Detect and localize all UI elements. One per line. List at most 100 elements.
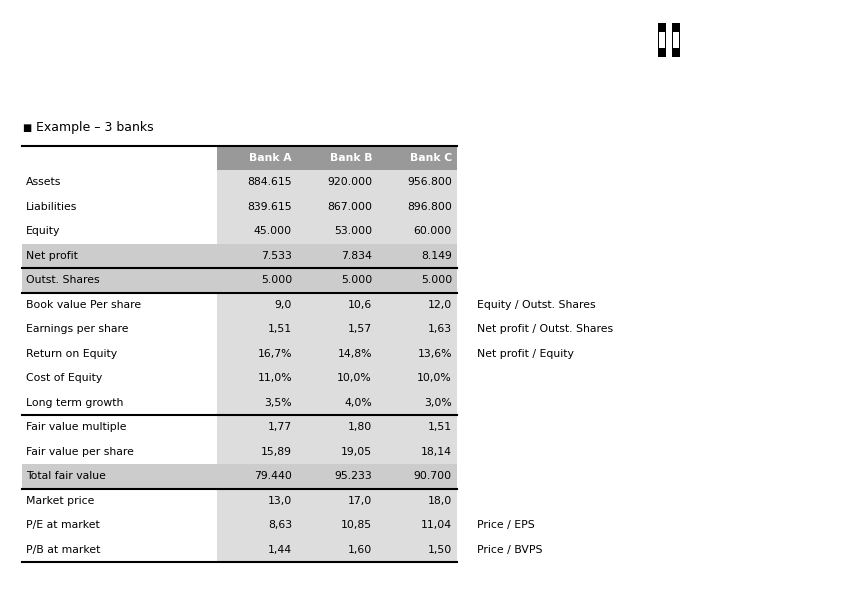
Text: KAUPPING: KAUPPING — [705, 33, 793, 48]
Text: Cost of Equity: Cost of Equity — [26, 373, 102, 383]
Bar — [22, 317, 457, 342]
Text: Fair value per share: Fair value per share — [26, 447, 134, 457]
Text: 45.000: 45.000 — [254, 226, 292, 236]
Text: 1,63: 1,63 — [428, 324, 452, 334]
Bar — [22, 170, 457, 194]
Text: 7.834: 7.834 — [341, 251, 372, 261]
Text: 5.000: 5.000 — [261, 275, 292, 285]
Text: 79.440: 79.440 — [254, 471, 292, 482]
Text: 1,51: 1,51 — [268, 324, 292, 334]
Text: 884.615: 884.615 — [248, 177, 292, 187]
Bar — [672, 23, 680, 57]
Text: 7.533: 7.533 — [261, 251, 292, 261]
Text: Price / BVPS: Price / BVPS — [477, 545, 542, 555]
Text: 3,0%: 3,0% — [424, 398, 452, 408]
Bar — [659, 32, 665, 48]
Bar — [22, 538, 457, 562]
Bar — [217, 342, 457, 366]
Text: 10,85: 10,85 — [341, 520, 372, 530]
Bar — [217, 194, 457, 219]
Bar — [22, 145, 217, 170]
Bar — [673, 32, 679, 48]
Bar — [22, 513, 457, 538]
Text: 11,04: 11,04 — [421, 520, 452, 530]
Text: 90.700: 90.700 — [414, 471, 452, 482]
Bar — [22, 390, 457, 415]
Text: Bank B: Bank B — [329, 153, 372, 163]
Text: P/B at market: P/B at market — [26, 545, 100, 555]
Text: Earnings per share: Earnings per share — [26, 324, 129, 334]
Text: Bank Valuation 15 April 2008: Bank Valuation 15 April 2008 — [580, 576, 711, 585]
Text: 867.000: 867.000 — [327, 202, 372, 212]
Text: 9,0: 9,0 — [274, 300, 292, 310]
Text: 11,0%: 11,0% — [258, 373, 292, 383]
Bar — [22, 342, 457, 366]
Text: 12: 12 — [800, 576, 814, 586]
Text: Total fair value: Total fair value — [26, 471, 106, 482]
Text: Market price: Market price — [26, 496, 94, 506]
Text: 10,0%: 10,0% — [418, 373, 452, 383]
Text: 896.800: 896.800 — [408, 202, 452, 212]
Text: 8.149: 8.149 — [421, 251, 452, 261]
Bar — [217, 293, 457, 317]
Bar — [217, 538, 457, 562]
Text: Equity / Outst. Shares: Equity / Outst. Shares — [477, 300, 595, 310]
Bar — [22, 415, 457, 439]
Bar — [217, 366, 457, 390]
Text: 1,77: 1,77 — [268, 423, 292, 432]
Text: 19,05: 19,05 — [341, 447, 372, 457]
Bar — [217, 439, 457, 464]
Text: 1,51: 1,51 — [428, 423, 452, 432]
Text: Book value Per share: Book value Per share — [26, 300, 141, 310]
Text: Net profit: Net profit — [26, 251, 77, 261]
Text: 13,0: 13,0 — [268, 496, 292, 506]
Text: ■: ■ — [22, 123, 31, 132]
Text: 53.000: 53.000 — [334, 226, 372, 236]
Bar — [22, 366, 457, 390]
Text: 956.800: 956.800 — [408, 177, 452, 187]
Bar — [217, 513, 457, 538]
Text: 13,6%: 13,6% — [418, 349, 452, 359]
Bar — [217, 489, 457, 513]
Text: Liabilities: Liabilities — [26, 202, 77, 212]
Text: 5.000: 5.000 — [341, 275, 372, 285]
Text: 60.000: 60.000 — [413, 226, 452, 236]
Text: 839.615: 839.615 — [248, 202, 292, 212]
Text: Net profit / Outst. Shares: Net profit / Outst. Shares — [477, 324, 613, 334]
Bar — [217, 415, 457, 439]
Text: 2008E: 2008E — [26, 153, 63, 163]
Text: 17,0: 17,0 — [348, 496, 372, 506]
Text: Return on Equity: Return on Equity — [26, 349, 117, 359]
Bar — [22, 268, 457, 293]
Bar — [658, 23, 666, 57]
Text: 1,57: 1,57 — [348, 324, 372, 334]
Text: 8,63: 8,63 — [268, 520, 292, 530]
Bar — [22, 194, 457, 219]
Text: Fair value multiple: Fair value multiple — [26, 423, 126, 432]
Bar — [22, 244, 457, 268]
Text: 1,60: 1,60 — [348, 545, 372, 555]
Text: Assets: Assets — [26, 177, 61, 187]
Text: 12,0: 12,0 — [428, 300, 452, 310]
Text: 10,6: 10,6 — [348, 300, 372, 310]
Bar — [217, 317, 457, 342]
Text: P/E at market: P/E at market — [26, 520, 99, 530]
Text: Bank C: Bank C — [410, 153, 452, 163]
Text: 15,89: 15,89 — [261, 447, 292, 457]
Text: Long term growth: Long term growth — [26, 398, 124, 408]
Text: 95.233: 95.233 — [334, 471, 372, 482]
Bar — [22, 219, 457, 244]
Bar — [217, 170, 457, 194]
Bar — [22, 489, 457, 513]
Text: The dividend discount model (DDM): The dividend discount model (DDM) — [18, 30, 393, 50]
Text: 16,7%: 16,7% — [258, 349, 292, 359]
Bar — [22, 464, 457, 489]
Text: 1,44: 1,44 — [268, 545, 292, 555]
Text: Net profit / Equity: Net profit / Equity — [477, 349, 574, 359]
Bar — [650, 15, 695, 66]
Text: 18,14: 18,14 — [421, 447, 452, 457]
Text: 18,0: 18,0 — [428, 496, 452, 506]
Text: Equity: Equity — [26, 226, 61, 236]
Bar — [22, 293, 457, 317]
Text: 5.000: 5.000 — [421, 275, 452, 285]
